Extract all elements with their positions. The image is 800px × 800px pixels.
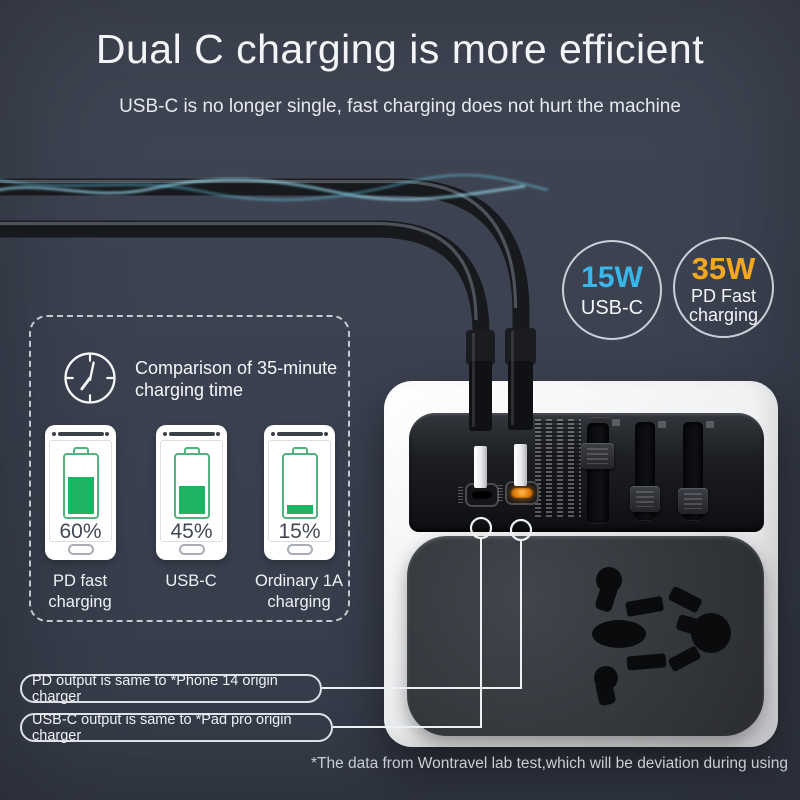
slider-label-mark-2 xyxy=(658,421,666,428)
badge-label: charging xyxy=(688,304,759,325)
badge-wattage: 15W xyxy=(581,260,643,294)
pd-35w-port xyxy=(505,481,539,505)
badge-usbc-15w: 15W USB-C xyxy=(562,240,662,340)
spec-text-illegible xyxy=(535,419,581,519)
plug-slider-knob-1 xyxy=(581,443,614,469)
phone-bezel xyxy=(161,431,222,437)
phone-screen xyxy=(268,440,331,542)
plug-slider-track-1 xyxy=(587,423,609,523)
battery-fill xyxy=(286,504,313,514)
badge-label: PD Fast xyxy=(690,285,756,306)
energy-glow-gold xyxy=(0,218,432,240)
phone-label-ordinary-1a: Ordinary 1A charging xyxy=(254,572,344,611)
battery-icon xyxy=(62,447,99,519)
pd-port-label-illegible xyxy=(498,484,503,501)
battery-fill xyxy=(67,476,94,514)
slider-label-mark-3 xyxy=(706,421,714,428)
phone-home-button xyxy=(178,544,205,555)
callout-usbc-output: USB-C output is same to *Pad pro origin … xyxy=(20,712,333,744)
battery-icon xyxy=(173,447,210,519)
clock-icon xyxy=(64,352,116,404)
phone-bezel xyxy=(50,431,111,437)
comparison-panel: Comparison of 35-minute charging time 60… xyxy=(29,315,350,622)
phone-pd-fast: 60% xyxy=(45,425,116,560)
callout-pd-output: PD output is same to *Phone 14 origin ch… xyxy=(20,673,322,705)
phone-bezel xyxy=(269,431,330,437)
page-subtitle: USB-C is no longer single, fast charging… xyxy=(119,96,681,117)
plug-slider-knob-2 xyxy=(630,486,660,512)
plug-slider-knob-3 xyxy=(678,488,708,514)
battery-fill xyxy=(178,486,205,514)
comparison-heading: Comparison of 35-minute charging time xyxy=(135,358,338,400)
badge-label: USB-C xyxy=(580,296,644,319)
badge-wattage: 35W xyxy=(691,250,756,286)
battery-percent: 45% xyxy=(170,520,213,543)
phone-home-button xyxy=(67,544,94,555)
usbc-15w-port xyxy=(465,483,499,507)
travel-adapter-top-section xyxy=(409,413,764,532)
phone-usbc: 45% xyxy=(156,425,227,560)
disclaimer-footnote: *The data from Wontravel lab test,which … xyxy=(310,755,788,772)
slider-label-mark-1 xyxy=(612,419,620,426)
plug-slider-tab xyxy=(590,417,612,427)
battery-percent: 60% xyxy=(59,520,102,543)
phone-screen xyxy=(160,440,223,542)
energy-glow-teal xyxy=(0,173,549,201)
battery-icon xyxy=(281,447,318,519)
phone-ordinary-1a: 15% xyxy=(264,425,335,560)
usbc-port-label-illegible xyxy=(458,486,463,503)
phone-screen xyxy=(49,440,112,542)
phone-label-usbc: USB-C xyxy=(165,572,217,590)
phone-label-pd-fast: PD fast charging xyxy=(48,572,112,611)
badge-pd-35w: 35W PD Fast charging xyxy=(673,237,774,338)
page-title: Dual C charging is more efficient xyxy=(95,26,705,72)
travel-adapter-socket-face xyxy=(407,536,764,736)
phone-home-button xyxy=(286,544,313,555)
battery-percent: 15% xyxy=(278,520,321,543)
